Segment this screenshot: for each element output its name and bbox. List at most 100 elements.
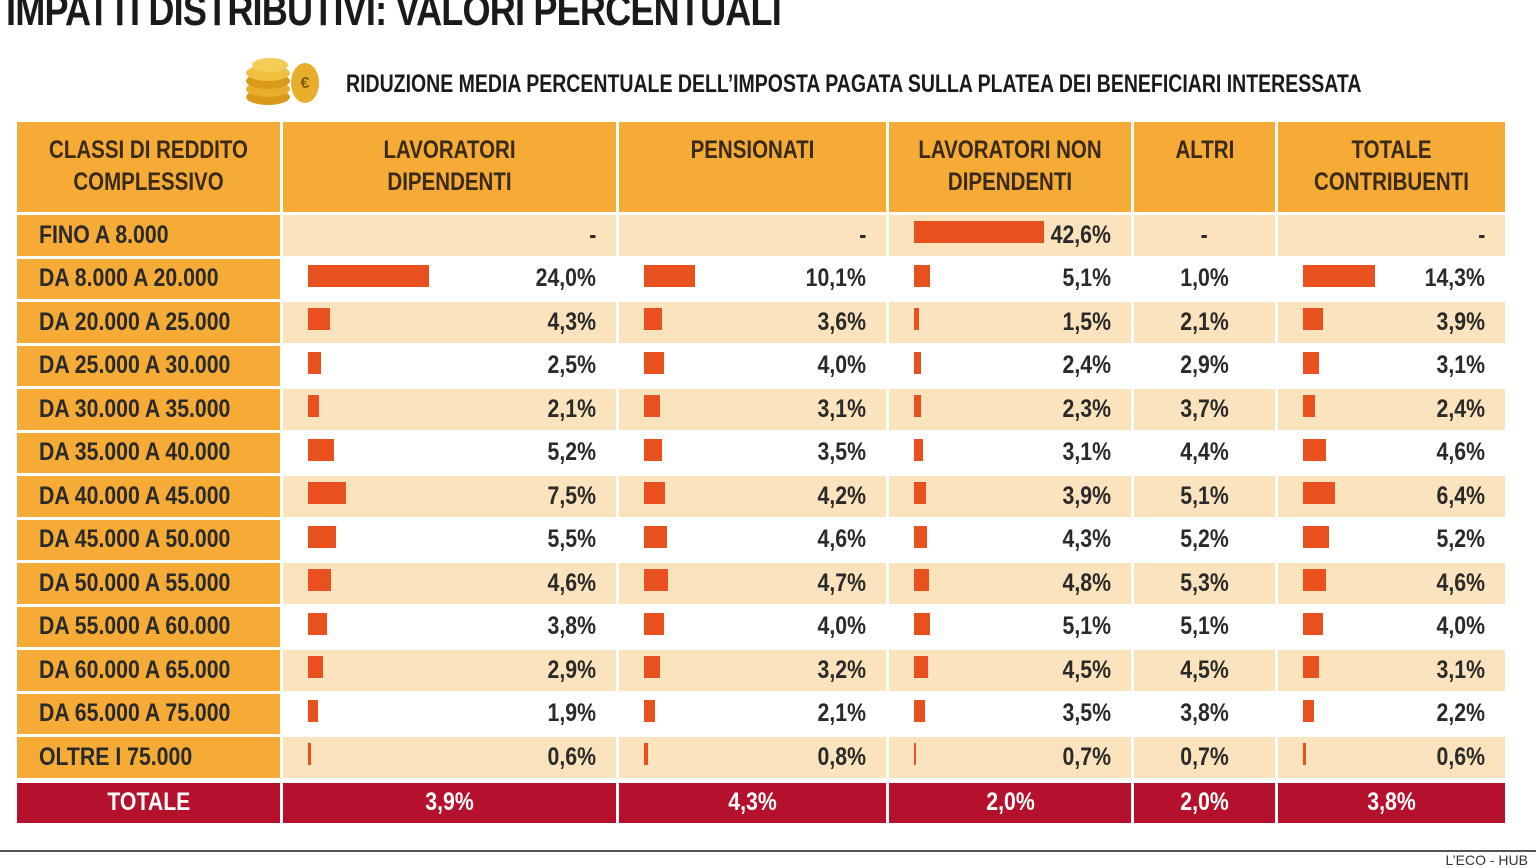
value-label: 4,0% [817, 351, 866, 380]
bar [1303, 569, 1327, 591]
row-label: DA 8.000 A 20.000 [17, 258, 280, 299]
value-label: 4,5% [1062, 655, 1111, 684]
value-label: - [1200, 220, 1209, 249]
value-label: 5,2% [1436, 525, 1485, 554]
value-label: 3,1% [1436, 351, 1485, 380]
data-cell: 4,6% [283, 563, 616, 604]
value-label: 7,5% [547, 481, 596, 510]
value-label: 2,2% [1436, 699, 1485, 728]
data-cell: 3,6% [619, 302, 886, 343]
data-cell: 1,0% [1134, 258, 1275, 299]
row-label: DA 20.000 A 25.000 [17, 302, 280, 343]
bar [914, 569, 929, 591]
bar [644, 656, 661, 678]
data-cell: 4,3% [889, 519, 1131, 560]
bar [308, 395, 319, 417]
value-label: 5,1% [1062, 612, 1111, 641]
value-label: 24,0% [535, 264, 596, 293]
value-label: 2,9% [547, 655, 596, 684]
value-label: 42,6% [1050, 220, 1111, 249]
total-cell: 2,0% [889, 782, 1131, 823]
data-cell: 5,2% [1278, 519, 1505, 560]
value-label: 2,3% [1062, 394, 1111, 423]
data-cell: 2,4% [1278, 389, 1505, 430]
value-label: 4,6% [1436, 568, 1485, 597]
subtitle: RIDUZIONE MEDIA PERCENTUALE DELL’IMPOSTA… [346, 70, 1362, 98]
row-label: DA 50.000 A 55.000 [17, 563, 280, 604]
data-cell: 2,3% [889, 389, 1131, 430]
data-cell: 3,8% [283, 606, 616, 647]
footer-rule [0, 850, 1536, 852]
value-label: 4,8% [1062, 568, 1111, 597]
data-cell: - [283, 215, 616, 256]
data-cell: 2,5% [283, 345, 616, 386]
bar [1303, 482, 1336, 504]
value-label: 1,9% [547, 699, 596, 728]
value-label: 3,1% [817, 394, 866, 423]
value-label: - [858, 220, 866, 249]
row-label-text: DA 20.000 A 25.000 [39, 307, 231, 336]
bar [308, 438, 335, 461]
data-cell: 4,0% [1278, 606, 1505, 647]
value-label: 0,6% [1436, 742, 1485, 771]
value-label: 3,8% [1180, 699, 1229, 728]
value-label: 3,2% [817, 655, 866, 684]
bar [1303, 699, 1315, 722]
data-cell: 3,1% [1278, 345, 1505, 386]
data-cell: 5,1% [889, 606, 1131, 647]
value-label: 0,7% [1062, 742, 1111, 771]
value-label: 4,3% [547, 307, 596, 336]
bar [914, 351, 922, 374]
data-cell: 4,8% [889, 563, 1131, 604]
bar [644, 743, 649, 765]
header-text: CLASSI DI REDDITO COMPLESSIVO [49, 136, 248, 196]
row-label: DA 65.000 A 75.000 [17, 693, 280, 734]
data-cell: 3,5% [619, 432, 886, 473]
value-label: 4,6% [817, 525, 866, 554]
bar [914, 656, 928, 678]
data-cell: 10,1% [619, 258, 886, 299]
row-label: DA 25.000 A 30.000 [17, 345, 280, 386]
bar [308, 308, 330, 330]
bar [914, 612, 930, 635]
value-label: 1,5% [1062, 307, 1111, 336]
data-cell: 4,2% [619, 476, 886, 517]
data-cell: 4,4% [1134, 432, 1275, 473]
bar [914, 699, 925, 722]
total-label-text: TOTALE [106, 788, 191, 816]
value-label: 3,5% [817, 438, 866, 467]
value-label: 4,3% [1062, 525, 1111, 554]
bar [914, 482, 926, 504]
value-label: 0,8% [817, 742, 866, 771]
value-label: 4,0% [1436, 612, 1485, 641]
row-label-text: DA 8.000 A 20.000 [39, 264, 219, 293]
data-cell: 2,9% [283, 650, 616, 691]
bar [644, 525, 668, 548]
value-label: 4,7% [817, 568, 866, 597]
row-label: FINO A 8.000 [17, 215, 280, 256]
data-cell: 2,1% [619, 693, 886, 734]
data-cell: 5,3% [1134, 563, 1275, 604]
data-cell: 5,2% [283, 432, 616, 473]
data-cell: 4,6% [1278, 432, 1505, 473]
row-label-text: DA 35.000 A 40.000 [39, 438, 231, 467]
title: IMPATTI DISTRIBUTIVI: VALORI PERCENTUALI [6, 0, 782, 35]
header-cell: ALTRI [1134, 122, 1275, 212]
bar [914, 525, 928, 548]
bar [644, 351, 665, 374]
bar [1303, 743, 1307, 765]
bar [308, 482, 346, 504]
row-label-text: OLTRE I 75.000 [39, 742, 193, 771]
data-cell: 2,1% [283, 389, 616, 430]
row-label-text: DA 45.000 A 50.000 [39, 525, 231, 554]
bar [1303, 351, 1319, 374]
value-label: 5,3% [1180, 568, 1229, 597]
data-cell: 24,0% [283, 258, 616, 299]
value-label: 0,7% [1180, 742, 1229, 771]
data-cell: - [1134, 215, 1275, 256]
data-cell: 0,6% [283, 737, 616, 778]
value-label: 5,1% [1180, 481, 1229, 510]
row-label: OLTRE I 75.000 [17, 737, 280, 778]
data-cell: 0,6% [1278, 737, 1505, 778]
bar [308, 569, 332, 591]
